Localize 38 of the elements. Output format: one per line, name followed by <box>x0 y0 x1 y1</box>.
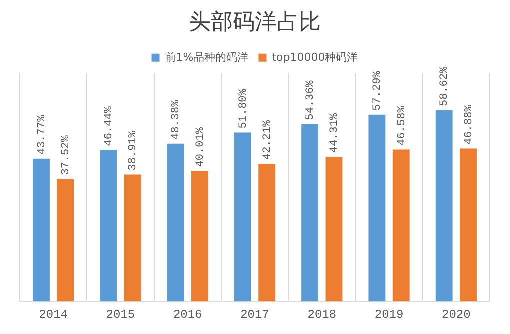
data-label: 46.58% <box>396 106 408 146</box>
x-tick-label: 2014 <box>39 308 68 322</box>
data-label: 46.88% <box>463 104 476 145</box>
bar <box>33 158 50 302</box>
data-label: 51.80% <box>238 88 250 129</box>
data-label: 46.44% <box>104 106 116 146</box>
data-label: 48.38% <box>170 100 183 140</box>
data-label: 44.31% <box>329 113 342 154</box>
data-label: 57.29% <box>372 70 384 111</box>
bar <box>258 164 276 302</box>
data-label: 40.01% <box>194 127 207 168</box>
bar <box>57 179 74 302</box>
data-label: 43.77% <box>36 114 48 155</box>
bar <box>326 157 343 302</box>
data-label: 38.91% <box>128 130 140 171</box>
x-tick-label: 2018 <box>308 308 337 322</box>
data-label: 58.62% <box>439 66 452 106</box>
chart-title: 头部码洋占比 <box>189 8 321 34</box>
bar <box>436 110 453 302</box>
bar <box>100 150 118 302</box>
bar <box>368 114 386 302</box>
bar <box>167 144 184 302</box>
legend-label: top10000种码洋 <box>272 50 358 64</box>
x-tick-label: 2015 <box>106 308 136 322</box>
bar <box>234 132 252 302</box>
x-tick-label: 2016 <box>173 308 202 322</box>
bar <box>392 150 410 302</box>
legend-label: 前1%品种的码洋 <box>165 50 249 64</box>
x-tick-label: 2019 <box>374 308 404 322</box>
x-tick-label: 2017 <box>240 308 270 322</box>
data-label: 54.36% <box>304 80 317 120</box>
bar <box>124 174 142 302</box>
bar <box>302 124 319 302</box>
data-label: 37.52% <box>60 135 73 176</box>
bar <box>191 171 208 302</box>
bar <box>460 148 477 302</box>
data-label: 42.21% <box>262 120 274 160</box>
x-tick-label: 2020 <box>442 308 471 322</box>
